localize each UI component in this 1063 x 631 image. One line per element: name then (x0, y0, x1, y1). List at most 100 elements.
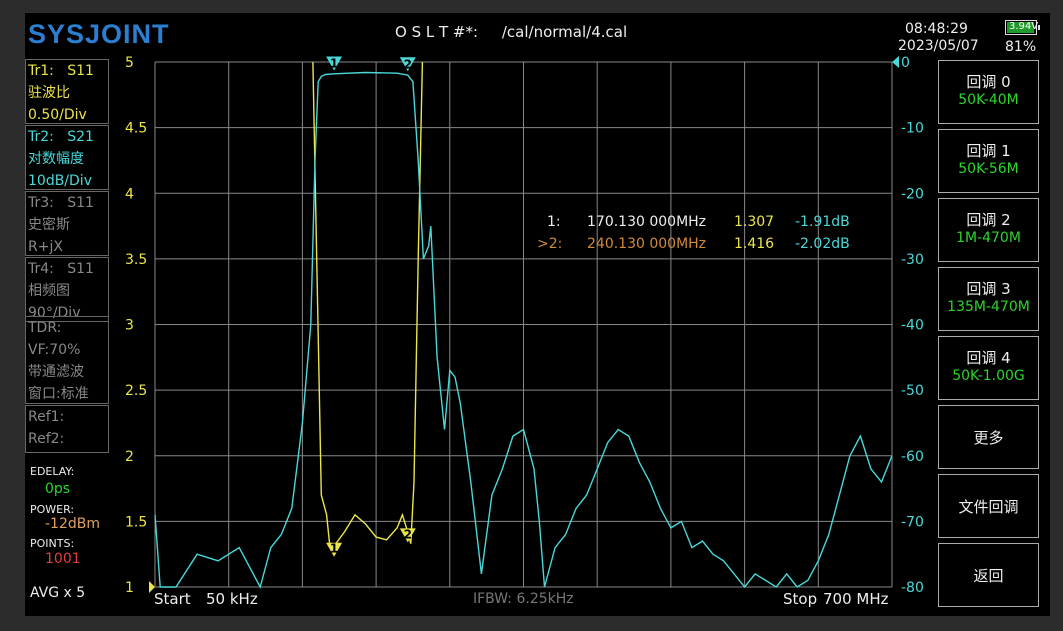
file-recall-label: 文件回调 (958, 498, 1019, 516)
recall-4-label: 回调 4 (966, 349, 1011, 367)
clock-date: 2023/05/07 (898, 38, 979, 54)
marker-1-swr-label: 1 (330, 542, 338, 556)
power-label: POWER: (30, 503, 75, 516)
y-right-tick-label: -60 (901, 449, 924, 465)
marker-1-s21-flag (326, 56, 343, 71)
trace-3-format: 史密斯 (28, 217, 70, 233)
trace-2-param: Tr2: S21 (28, 129, 94, 145)
marker-2-id: >2: (537, 236, 563, 252)
recall-1-label: 回调 1 (966, 142, 1011, 160)
tdr-window: 窗口:标准 (28, 386, 89, 402)
tdr-filter: 带通滤波 (28, 364, 84, 380)
stop-frequency[interactable]: 700 MHz (823, 590, 889, 608)
recall-3-button[interactable]: 回调 3 135M-470M (938, 267, 1039, 331)
start-frequency[interactable]: 50 kHz (206, 590, 258, 608)
marker-2-s21-label: 2 (404, 57, 412, 71)
marker-2-swr-flag (399, 528, 416, 543)
averaging-status: AVG x 5 (30, 585, 86, 601)
marker-1-freq: 170.130 000MHz (587, 214, 707, 230)
y-left-tick-label: 3.5 (125, 252, 147, 268)
refs-panel[interactable]: Ref1: Ref2: (25, 405, 109, 453)
recall-0-range: 50K-40M (958, 92, 1019, 108)
marker-1-id: 1: (547, 214, 561, 230)
trace-3-param: Tr3: S11 (28, 195, 94, 211)
y-right-tick-label: -50 (901, 383, 924, 399)
trace-4-param: Tr4: S11 (28, 261, 94, 277)
y-right-tick-label: -70 (901, 514, 924, 530)
trace-2-scale: 10dB/Div (28, 173, 92, 189)
y-left-tick-label: 2.5 (125, 383, 147, 399)
trace-2-panel[interactable]: Tr2: S21 对数幅度 10dB/Div (25, 125, 109, 190)
battery-percent: 81% (1005, 39, 1037, 55)
recall-1-button[interactable]: 回调 1 50K-56M (938, 129, 1039, 193)
trace-1-scale: 0.50/Div (28, 107, 87, 123)
y-left-tick-label: 2 (125, 449, 134, 465)
measurement-plot[interactable]: 5 4.5 4 3.5 3 2.5 2 1.5 1 0 -10 -20 -30 -40 -50 -60 -70 -… (25, 13, 1050, 616)
marker-2-swr: 1.416 (734, 236, 775, 252)
logo: SYSJOINT (28, 19, 170, 49)
recall-0-label: 回调 0 (966, 73, 1011, 91)
calibration-status: O S L T #*: /cal/normal/4.cal (395, 23, 628, 41)
back-button[interactable]: 返回 (938, 543, 1039, 607)
edelay-label: EDELAY: (30, 465, 75, 478)
marker-1-swr-flag (326, 542, 343, 557)
recall-2-button[interactable]: 回调 2 1M-470M (938, 198, 1039, 262)
trace-4-panel[interactable]: Tr4: S11 相频图 90°/Div (25, 257, 109, 322)
power-value: -12dBm (45, 516, 100, 532)
y-right-tick-label: -40 (901, 318, 924, 334)
marker-2-db: -2.02dB (795, 236, 850, 252)
more-label: 更多 (973, 429, 1004, 447)
file-recall-button[interactable]: 文件回调 (938, 474, 1039, 538)
recall-4-button[interactable]: 回调 4 50K-1.00G (938, 336, 1039, 400)
y-left-tick-label: 1.5 (125, 514, 147, 530)
stop-label: Stop (783, 590, 818, 608)
y-left-tick-label: 3 (125, 318, 134, 334)
y-right-tick-label: -30 (901, 252, 924, 268)
y-right-tick-label: -10 (901, 121, 924, 137)
y-right-tick-label: -20 (901, 186, 924, 202)
ref-arrow-left (149, 581, 155, 593)
trace-1-param: Tr1: S11 (28, 63, 94, 79)
y-left-tick-label: 4.5 (125, 121, 147, 137)
marker-2-swr-label: 2 (404, 527, 412, 541)
points-value: 1001 (45, 551, 81, 567)
tdr-label: TDR: (28, 320, 62, 336)
y-right-tick-label: -80 (901, 580, 924, 596)
points-label: POINTS: (30, 537, 75, 550)
trace-s11-swr-line (312, 61, 424, 548)
trace-4-format: 相频图 (28, 283, 70, 299)
edelay-value: 0ps (45, 481, 71, 497)
recall-2-range: 1M-470M (956, 230, 1021, 246)
marker-1-s21-label: 1 (330, 57, 338, 71)
tdr-vf: VF:70% (28, 342, 81, 358)
trace-1-panel[interactable]: Tr1: S11 驻波比 0.50/Div (25, 59, 109, 124)
trace-s21-logmag-line (154, 71, 893, 589)
y-left-tick-label: 4 (125, 186, 134, 202)
y-right-tick-label: 0 (901, 55, 910, 71)
trace-4-scale: 90°/Div (28, 305, 81, 321)
trace-3-scale: R+jX (28, 239, 63, 255)
clock-time: 08:48:29 (905, 21, 968, 37)
marker-2-freq: 240.130 000MHz (587, 236, 707, 252)
ref2-label: Ref2: (28, 431, 65, 447)
recall-1-range: 50K-56M (958, 161, 1019, 177)
y-left-tick-label: 1 (125, 580, 134, 596)
recall-0-button[interactable]: 回调 0 50K-40M (938, 60, 1039, 124)
recall-4-range: 50K-1.00G (952, 368, 1025, 384)
recall-3-range: 135M-470M (947, 299, 1030, 315)
trace-2-format: 对数幅度 (28, 151, 84, 167)
vna-screen: SYSJOINT O S L T #*: /cal/normal/4.cal 0… (25, 13, 1050, 616)
trace-3-panel[interactable]: Tr3: S11 史密斯 R+jX (25, 191, 109, 256)
battery-icon: 3.94V (1005, 20, 1040, 35)
marker-1-db: -1.91dB (795, 214, 850, 230)
more-button[interactable]: 更多 (938, 405, 1039, 469)
ref-arrow-right (892, 56, 899, 68)
y-left-tick-label: 5 (125, 55, 134, 71)
tdr-panel[interactable]: TDR: VF:70% 带通滤波 窗口:标准 (25, 316, 109, 404)
start-label: Start (154, 590, 191, 608)
battery-voltage: 3.94V (1009, 21, 1039, 32)
recall-2-label: 回调 2 (966, 211, 1011, 229)
ifbw-status[interactable]: IFBW: 6.25kHz (473, 591, 574, 607)
ref1-label: Ref1: (28, 409, 65, 425)
marker-2-s21-flag (399, 57, 416, 72)
